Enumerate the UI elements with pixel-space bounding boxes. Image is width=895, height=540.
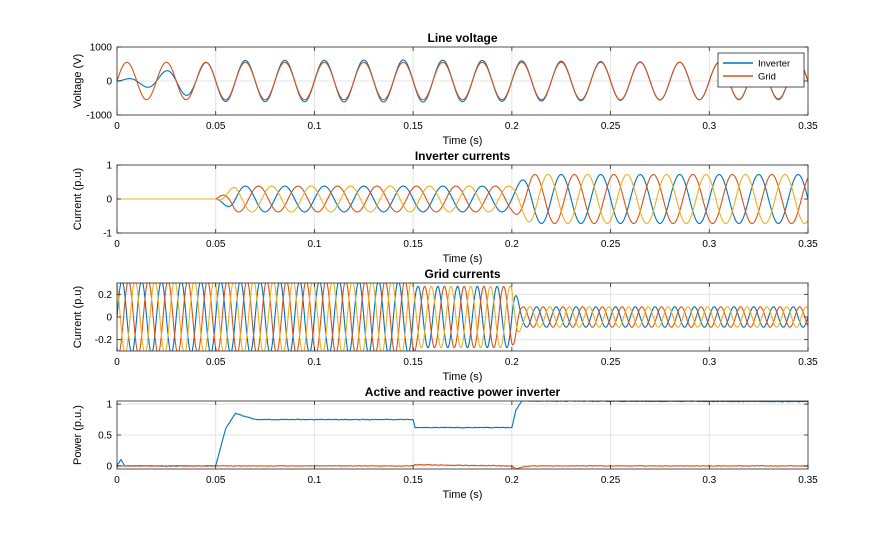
x-tick-label: 0.2 — [505, 475, 519, 486]
x-tick-label: 0.15 — [403, 357, 423, 368]
x-tick-label: 0.05 — [206, 475, 226, 486]
chart-title: Active and reactive power inverter — [365, 385, 561, 399]
y-axis-label: Current (p.u) — [72, 286, 84, 348]
y-tick-label: 1000 — [90, 43, 113, 54]
y-tick-label: 0.2 — [98, 290, 112, 301]
x-tick-label: 0.1 — [307, 121, 321, 132]
x-tick-label: 0.05 — [206, 357, 226, 368]
legend-label-inverter: Inverter — [758, 59, 790, 70]
series-line-3 — [117, 283, 808, 351]
x-tick-label: 0.15 — [403, 121, 423, 132]
series-group — [117, 59, 808, 103]
x-tick-label: 0.2 — [505, 121, 519, 132]
y-axis-label: Current (p.u) — [72, 168, 84, 230]
x-tick-label: 0.2 — [505, 357, 519, 368]
y-axis-label: Power (p.u.) — [72, 405, 84, 465]
series-line-3 — [117, 173, 808, 225]
x-tick-label: 0.35 — [798, 357, 818, 368]
series-group — [117, 173, 808, 225]
x-tick-label: 0.3 — [702, 357, 716, 368]
x-tick-label: 0.1 — [307, 475, 321, 486]
y-tick-label: 0 — [106, 461, 112, 472]
x-tick-label: 0 — [114, 475, 120, 486]
chart-title: Grid currents — [424, 267, 500, 281]
y-tick-label: 0 — [106, 77, 112, 88]
x-tick-label: 0.25 — [601, 357, 621, 368]
x-tick-label: 0.1 — [307, 239, 321, 250]
x-tick-label: 0.35 — [798, 475, 818, 486]
x-axis-label: Time (s) — [443, 253, 483, 265]
series-line-2 — [117, 283, 808, 351]
y-axis-label: Voltage (V) — [72, 54, 84, 108]
x-tick-label: 0 — [114, 121, 120, 132]
x-tick-label: 0.35 — [798, 121, 818, 132]
chart-title: Inverter currents — [415, 149, 511, 163]
legend-box — [717, 52, 805, 88]
series-line-1 — [117, 283, 808, 351]
y-tick-label: -0.2 — [95, 335, 113, 346]
x-tick-label: 0.05 — [206, 121, 226, 132]
x-tick-label: 0.3 — [702, 475, 716, 486]
x-tick-label: 0.25 — [601, 475, 621, 486]
series-group — [117, 283, 808, 351]
x-tick-label: 0.3 — [702, 121, 716, 132]
legend-label-grid: Grid — [758, 72, 776, 83]
x-tick-label: 0.3 — [702, 239, 716, 250]
y-tick-label: 1 — [106, 161, 112, 172]
x-tick-label: 0.2 — [505, 239, 519, 250]
x-tick-label: 0.35 — [798, 239, 818, 250]
y-tick-label: 0 — [106, 195, 112, 206]
y-tick-label: 0 — [106, 313, 112, 324]
x-axis-label: Time (s) — [443, 371, 483, 383]
x-axis-label: Time (s) — [443, 135, 483, 147]
x-tick-label: 0 — [114, 357, 120, 368]
legend: Inverter Grid — [717, 52, 805, 88]
chart-4: 0 0.05 0.1 0.15 0.2 0.25 0.3 0.35 0 0.5 1 Active an… — [72, 385, 818, 501]
y-tick-label: -1000 — [86, 111, 112, 122]
x-tick-label: 0 — [114, 239, 120, 250]
series-line-2 — [117, 463, 808, 469]
y-tick-label: 0.5 — [98, 431, 112, 442]
x-tick-label: 0.1 — [307, 357, 321, 368]
chart-1: 0 0.05 0.1 0.15 0.2 0.25 0.3 0.35-100001000Line… — [72, 31, 818, 147]
x-tick-label: 0.25 — [601, 239, 621, 250]
y-tick-label: 1 — [106, 400, 112, 411]
series-line-grid — [117, 61, 808, 101]
x-axis-label: Time (s) — [443, 489, 483, 501]
x-tick-label: 0.25 — [601, 121, 621, 132]
x-tick-label: 0.05 — [206, 239, 226, 250]
y-tick-label: -1 — [103, 229, 112, 240]
x-tick-label: 0.15 — [403, 239, 423, 250]
chart-title: Line voltage — [427, 31, 497, 45]
x-tick-label: 0.15 — [403, 475, 423, 486]
